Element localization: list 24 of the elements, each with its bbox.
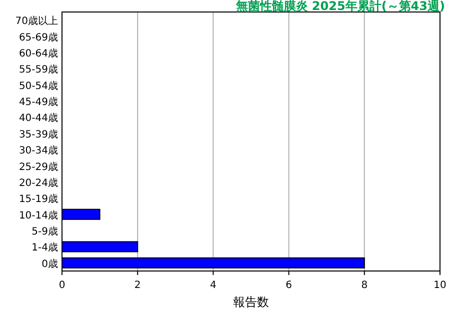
y-tick-label: 55-59歳 [18, 64, 58, 76]
x-tick-label: 6 [286, 280, 292, 291]
y-tick-label: 0歳 [42, 258, 58, 270]
y-tick-label: 25-29歳 [18, 160, 58, 173]
y-tick-label: 30-34歳 [18, 144, 58, 157]
y-tick-label: 5-9歳 [32, 226, 58, 238]
y-tick-label: 15-19歳 [18, 193, 58, 206]
y-tick-label: 70歳以上 [15, 15, 58, 28]
y-tick-label: 50-54歳 [18, 80, 58, 92]
x-tick-label: 8 [361, 280, 368, 291]
y-tick-label: 60-64歳 [18, 47, 58, 60]
y-tick-label: 45-49歳 [18, 96, 58, 108]
y-tick-label: 40-44歳 [18, 112, 58, 124]
x-tick-label: 4 [210, 280, 216, 291]
y-tick-label: 20-24歳 [18, 176, 58, 189]
y-tick-label: 65-69歳 [18, 31, 58, 44]
x-tick-label: 2 [134, 280, 141, 291]
y-tick-label: 1-4歳 [32, 242, 58, 254]
x-axis-title: 報告数 [233, 295, 269, 309]
y-tick-label: 35-39歳 [18, 128, 58, 140]
y-tick-label: 10-14歳 [18, 209, 58, 222]
x-tick-label: 10 [434, 280, 446, 291]
chart-title: 無菌性髄膜炎 2025年累計(～第43週) [234, 0, 445, 13]
x-tick-label: 0 [58, 280, 66, 291]
